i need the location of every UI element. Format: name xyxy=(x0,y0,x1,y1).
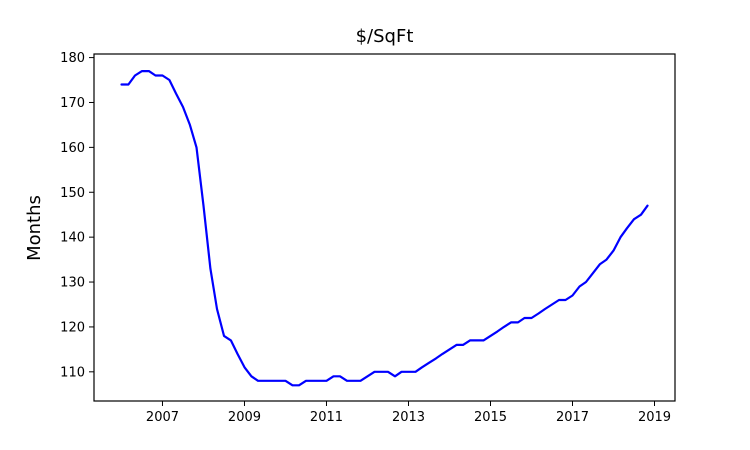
x-tick-label: 2013 xyxy=(392,410,425,425)
x-tick-label: 2007 xyxy=(146,410,179,425)
y-tick-label: 170 xyxy=(60,96,85,111)
y-tick-label: 110 xyxy=(60,365,85,380)
x-tick-label: 2009 xyxy=(228,410,261,425)
y-tick-label: 160 xyxy=(60,141,85,156)
y-axis: 110 120 130 140 150 160 170 180 xyxy=(60,51,94,380)
y-axis-label: Months xyxy=(24,195,45,261)
y-tick-label: 180 xyxy=(60,51,85,66)
y-tick-label: 130 xyxy=(60,276,85,291)
y-tick-label: 140 xyxy=(60,231,85,246)
x-tick-label: 2011 xyxy=(310,410,343,425)
x-tick-label: 2015 xyxy=(474,410,507,425)
series-line xyxy=(120,69,649,387)
y-tick-label: 120 xyxy=(60,320,85,335)
axes-frame xyxy=(93,53,676,402)
x-tick-label: 2017 xyxy=(556,410,589,425)
x-tick-label: 2019 xyxy=(638,410,671,425)
y-tick-label: 150 xyxy=(60,186,85,201)
plot-area xyxy=(120,69,649,387)
chart-title: $/SqFt xyxy=(356,26,414,47)
x-axis: 2007 2009 2011 2013 2015 2017 2019 xyxy=(146,401,671,425)
